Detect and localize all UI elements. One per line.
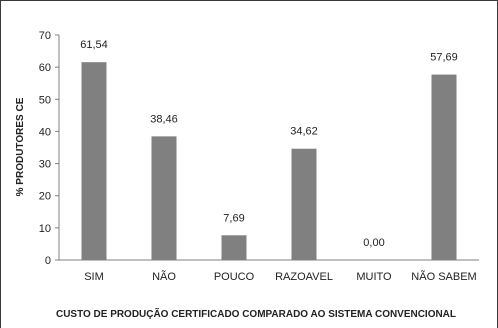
- y-axis-title: % PRODUTORES CE: [15, 97, 26, 196]
- value-label: 7,69: [223, 212, 244, 224]
- x-tick-label: NÃO: [152, 270, 176, 283]
- bars: [81, 62, 457, 260]
- x-axis-title: CUSTO DE PRODUÇÃO CERTIFICADO COMPARADO …: [56, 307, 456, 320]
- value-label: 34,62: [290, 126, 318, 138]
- bar: [431, 74, 457, 260]
- value-label: 57,69: [430, 52, 458, 64]
- x-tick-label: MUITO: [356, 271, 392, 283]
- y-tick-label: 70: [39, 30, 51, 42]
- x-tick-label: NÃO SABEM: [411, 270, 476, 283]
- y-tick-label: 60: [39, 62, 51, 74]
- y-tick-label: 30: [39, 159, 51, 171]
- value-label: 61,54: [80, 39, 108, 51]
- bar: [81, 62, 107, 260]
- bar: [221, 235, 247, 260]
- y-ticks: 0 10 20 30 40 50 60 70: [39, 30, 59, 267]
- value-label: 38,46: [150, 113, 178, 125]
- y-tick-label: 10: [39, 223, 51, 235]
- x-tick-label: RAZOAVEL: [275, 271, 333, 283]
- value-labels: 61,54 38,46 7,69 34,62 0,00 57,69: [80, 39, 458, 249]
- y-tick-label: 0: [45, 255, 51, 267]
- y-tick-label: 50: [39, 94, 51, 106]
- bar: [151, 136, 177, 260]
- x-tick-labels: SIM NÃO POUCO RAZOAVEL MUITO NÃO SABEM: [84, 270, 476, 283]
- y-tick-label: 40: [39, 126, 51, 138]
- x-tick-label: POUCO: [214, 271, 255, 283]
- bar: [291, 148, 317, 260]
- y-tick-label: 20: [39, 191, 51, 203]
- x-tick-label: SIM: [84, 271, 104, 283]
- value-label: 0,00: [363, 237, 384, 249]
- axes: [58, 35, 479, 261]
